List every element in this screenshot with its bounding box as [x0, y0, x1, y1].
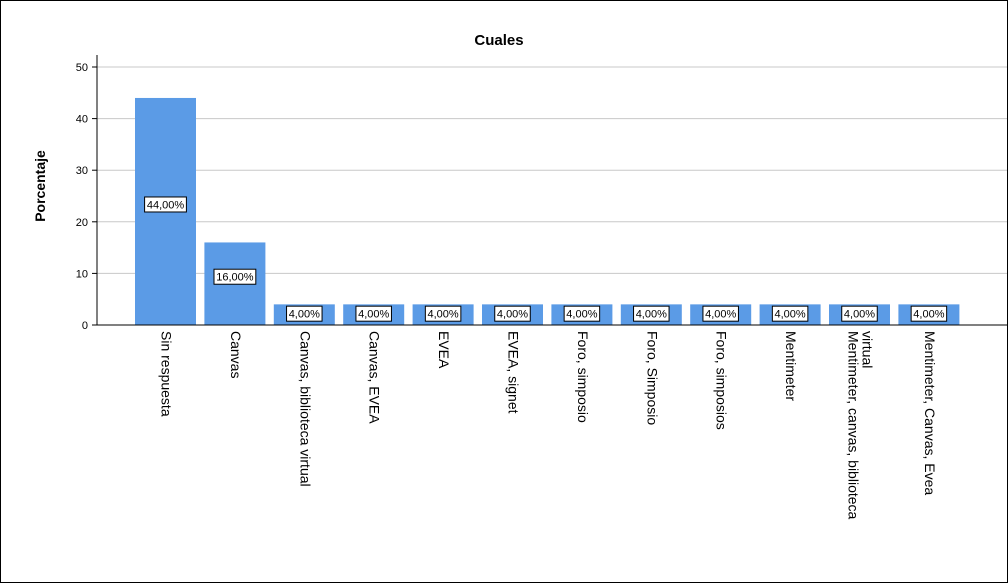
data-label: 16,00% [216, 272, 254, 284]
category-label: virtual [860, 331, 876, 368]
y-tick-label: 30 [76, 165, 88, 177]
category-label: Foro, simposios [714, 331, 730, 430]
data-label-box [771, 305, 809, 322]
data-label: 4,00% [705, 309, 736, 321]
category-label: Canvas, biblioteca virtual [297, 331, 313, 487]
axes [92, 55, 1007, 326]
data-label-box [910, 305, 948, 322]
category-label: Mentimeter [783, 331, 799, 401]
category-label: EVEA, signet [506, 331, 522, 414]
y-tick-label: 0 [82, 320, 88, 332]
data-label-box [702, 305, 739, 322]
y-tick-labels: 0 10 20 30 40 50 [76, 62, 88, 332]
data-label-box [841, 305, 878, 322]
y-tick-label: 10 [76, 268, 88, 280]
y-tick-label: 50 [76, 62, 88, 74]
category-labels: Sin respuesta Canvas Canvas, biblioteca vi… [159, 331, 938, 520]
data-label: 4,00% [289, 309, 320, 321]
data-label: 4,00% [497, 309, 528, 321]
y-axis-label: Porcentaje [32, 150, 48, 222]
data-label-box [633, 305, 670, 322]
data-label-box [286, 305, 323, 322]
data-label: 4,00% [427, 309, 458, 321]
category-label: Mentimeter, Canvas, Evea [922, 331, 938, 495]
data-label: 4,00% [636, 309, 667, 321]
data-label: 4,00% [774, 309, 805, 321]
category-label: Foro, simposio [575, 331, 591, 423]
data-label-box [563, 305, 601, 322]
data-label-box [424, 305, 462, 322]
data-label: 4,00% [566, 309, 597, 321]
category-label: Foro, Simposio [644, 331, 660, 425]
data-label-box [213, 268, 257, 285]
category-label: Sin respuesta [159, 331, 175, 417]
data-label-box [355, 305, 392, 322]
data-label: 44,00% [147, 199, 185, 211]
data-label-box [144, 196, 187, 213]
category-label: Canvas, EVEA [367, 331, 383, 424]
chart-title: Cuales [474, 32, 523, 49]
y-tick-label: 20 [76, 217, 88, 229]
data-label-box [494, 305, 531, 322]
data-label: 4,00% [913, 309, 944, 321]
y-tick-label: 40 [76, 114, 88, 126]
category-label: Canvas [228, 331, 244, 378]
data-label: 4,00% [844, 309, 875, 321]
data-label: 4,00% [358, 309, 389, 321]
data-labels: 44,00% 16,00% 4,00% 4,00% 4,00% 4,00% 4,00% 4,0… [144, 196, 948, 322]
category-label: Mentimeter, canvas, biblioteca [846, 331, 862, 520]
gridlines [97, 66, 1007, 274]
category-label: EVEA [436, 331, 452, 369]
bars [135, 97, 960, 326]
